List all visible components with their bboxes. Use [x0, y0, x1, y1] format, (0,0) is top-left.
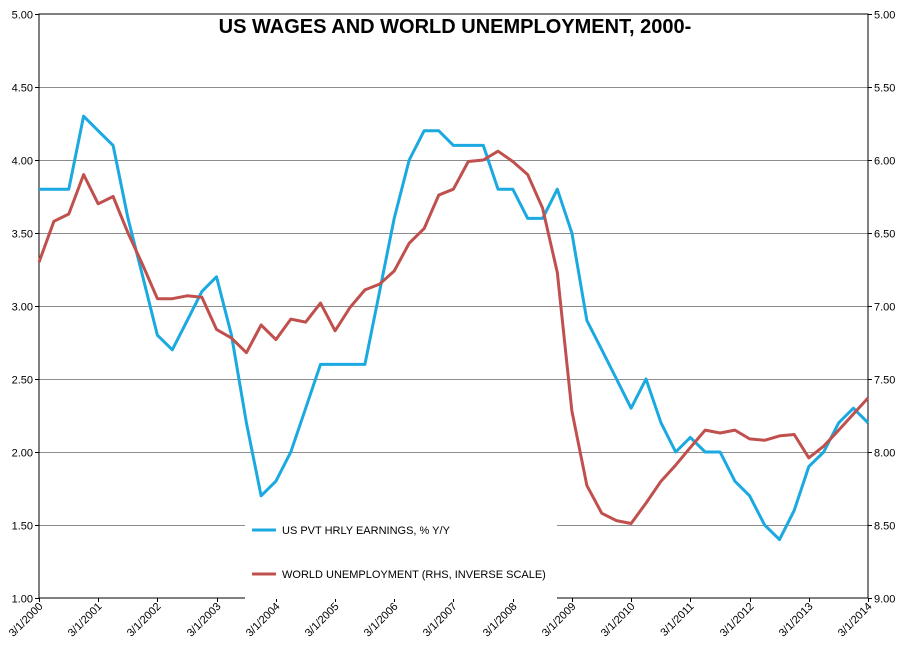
- right-tick-label: 7.50: [874, 375, 895, 387]
- left-tick-label: 3.00: [12, 302, 33, 314]
- left-axis-ticks: 1.00 1.50 2.00 2.50 3.00 3.50 4.00 4.50 5.00: [12, 10, 39, 606]
- legend: US PVT HRLY EARNINGS, % Y/Y WORLD UNEMPL…: [245, 515, 557, 599]
- left-tick-label: 4.50: [12, 83, 33, 95]
- legend-label-wages: US PVT HRLY EARNINGS, % Y/Y: [282, 525, 451, 537]
- series-line-wages: [39, 114, 870, 542]
- right-axis-ticks: 9.00 8.50 8.00 7.50 7.00 6.50 6.00 5.50 5.00: [868, 10, 895, 606]
- left-tick-label: 5.00: [12, 10, 33, 22]
- right-tick-label: 5.50: [874, 83, 895, 95]
- left-tick-label: 2.00: [12, 448, 33, 460]
- chart-title: US WAGES AND WORLD UNEMPLOYMENT, 2000-: [219, 16, 692, 38]
- left-tick-label: 1.00: [12, 594, 33, 606]
- right-tick-label: 9.00: [874, 594, 895, 606]
- left-tick-label: 4.00: [12, 156, 33, 168]
- left-tick-label: 3.50: [12, 229, 33, 241]
- series-lines: [37, 114, 870, 542]
- gridlines: [39, 87, 868, 526]
- left-tick-label: 1.50: [12, 521, 33, 533]
- right-tick-label: 7.00: [874, 302, 895, 314]
- right-tick-label: 6.50: [874, 229, 895, 241]
- right-tick-label: 8.00: [874, 448, 895, 460]
- right-tick-label: 8.50: [874, 521, 895, 533]
- left-tick-label: 2.50: [12, 375, 33, 387]
- right-tick-label: 6.00: [874, 156, 895, 168]
- series-line-unemployment: [37, 149, 870, 525]
- right-tick-label: 5.00: [874, 10, 895, 22]
- legend-label-unemployment: WORLD UNEMPLOYMENT (RHS, INVERSE SCALE): [282, 569, 546, 581]
- legend-box: [245, 515, 557, 599]
